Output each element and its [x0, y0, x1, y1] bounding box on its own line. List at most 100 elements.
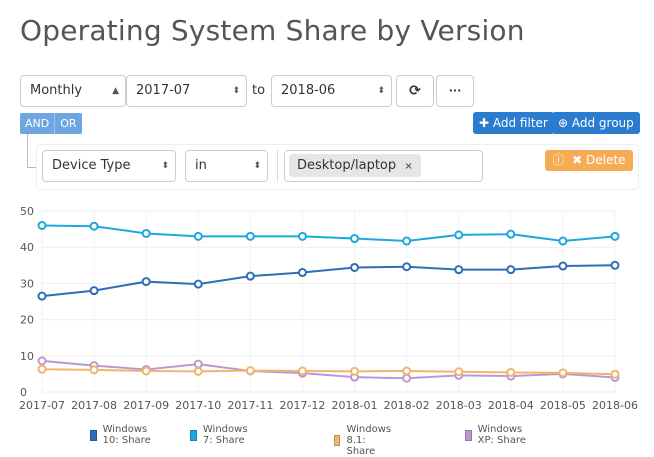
- to-select[interactable]: 2018-06 ⬍: [271, 75, 392, 107]
- data-point: [245, 231, 255, 241]
- operator-value: in: [195, 158, 207, 173]
- refresh-icon: ⟳: [409, 83, 421, 99]
- and-or-toggle: AND OR: [20, 113, 82, 134]
- x-tick-label: 2017-09: [123, 399, 169, 412]
- legend-swatch: [465, 429, 472, 441]
- data-point: [558, 261, 568, 271]
- data-point: [558, 368, 568, 378]
- refresh-button[interactable]: ⟳: [396, 75, 434, 107]
- value-tag-label: Desktop/laptop: [297, 158, 397, 173]
- legend-item[interactable]: Windows 8.1: Share: [334, 424, 396, 457]
- series-line: [41, 368, 616, 376]
- data-point: [193, 366, 203, 376]
- data-point: [454, 230, 464, 240]
- legend-item[interactable]: Windows 10: Share: [90, 424, 152, 446]
- data-point: [245, 366, 255, 376]
- add-filter-button[interactable]: ✚ Add filter: [473, 112, 554, 134]
- data-point: [610, 231, 620, 241]
- data-point: [89, 286, 99, 296]
- remove-tag-icon[interactable]: ×: [404, 161, 413, 172]
- data-point: [402, 236, 412, 246]
- info-icon: ⓘ: [552, 153, 565, 167]
- x-tick-label: 2018-02: [384, 399, 430, 412]
- page-title: Operating System Share by Version: [20, 14, 525, 47]
- x-tick-label: 2018-01: [332, 399, 378, 412]
- legend-label: Windows 8.1: Share: [346, 424, 392, 457]
- data-point: [454, 265, 464, 275]
- y-tick-label: 40: [20, 241, 34, 254]
- add-filter-label: Add filter: [492, 116, 548, 130]
- y-tick-label: 30: [20, 277, 34, 290]
- legend-swatch: [190, 429, 197, 441]
- add-group-label: Add group: [571, 116, 634, 130]
- data-point: [37, 364, 47, 374]
- data-point: [193, 279, 203, 289]
- plus-circle-icon: ⊕: [558, 116, 572, 130]
- data-point: [193, 359, 203, 369]
- data-point: [454, 367, 464, 377]
- data-point: [350, 366, 360, 376]
- data-point: [506, 367, 516, 377]
- x-tick-label: 2017-08: [71, 399, 117, 412]
- line-chart: 0 10 20 30 40 50 2017-07 2017-08 2017-09 2017-10 2…: [19, 205, 638, 412]
- x-tick-label: 2017-12: [279, 399, 325, 412]
- data-point: [506, 265, 516, 275]
- delete-label: Delete: [586, 153, 626, 167]
- data-point: [297, 366, 307, 376]
- select-arrows-icon: ⬍: [161, 161, 169, 171]
- legend-item[interactable]: Windows 7: Share: [190, 424, 252, 446]
- data-point: [141, 277, 151, 287]
- field-value: Device Type: [52, 158, 131, 173]
- data-point: [402, 366, 412, 376]
- legend-label: Windows XP: Share: [477, 424, 526, 446]
- data-point: [141, 366, 151, 376]
- data-point: [402, 373, 412, 383]
- x-tick-label: 2017-07: [19, 399, 65, 412]
- legend-item[interactable]: Windows XP: Share: [465, 424, 527, 446]
- data-point: [37, 356, 47, 366]
- data-point: [245, 271, 255, 281]
- data-point: [37, 291, 47, 301]
- to-label: to: [252, 83, 266, 98]
- delete-button[interactable]: ⓘ ✖ Delete: [545, 150, 633, 171]
- data-point: [89, 221, 99, 231]
- legend-label: Windows 7: Share: [202, 424, 248, 446]
- field-select[interactable]: Device Type ⬍: [42, 150, 176, 182]
- y-tick-label: 0: [20, 386, 27, 399]
- operator-select[interactable]: in ⬍: [185, 150, 268, 182]
- data-point: [141, 228, 151, 238]
- data-point: [350, 234, 360, 244]
- x-tick-label: 2018-06: [592, 399, 638, 412]
- interval-value: Monthly: [30, 83, 83, 98]
- data-point: [402, 262, 412, 272]
- more-button[interactable]: ···: [436, 75, 474, 107]
- series-line: [41, 264, 616, 298]
- series-line: [41, 359, 616, 380]
- interval-select[interactable]: Monthly ▲: [20, 75, 126, 107]
- x-tick-label: 2018-05: [540, 399, 586, 412]
- divider: [277, 150, 278, 182]
- from-value: 2017-07: [136, 83, 191, 98]
- data-point: [89, 365, 99, 375]
- data-point: [610, 260, 620, 270]
- data-point: [37, 220, 47, 230]
- add-group-button[interactable]: ⊕ Add group: [552, 112, 640, 134]
- select-arrows-icon: ▲: [112, 86, 119, 96]
- legend-label: Windows 10: Share: [102, 424, 151, 446]
- series-line: [41, 224, 616, 243]
- delete-x-icon: ✖: [572, 153, 583, 167]
- from-select[interactable]: 2017-07 ⬍: [126, 75, 247, 107]
- or-button[interactable]: OR: [54, 113, 81, 134]
- x-tick-label: 2018-04: [488, 399, 534, 412]
- data-point: [558, 236, 568, 246]
- and-button[interactable]: AND: [25, 117, 50, 130]
- value-input[interactable]: Desktop/laptop ×: [284, 150, 483, 182]
- select-arrows-icon: ⬍: [377, 86, 385, 96]
- to-value: 2018-06: [281, 83, 336, 98]
- plus-icon: ✚: [479, 116, 493, 130]
- y-tick-label: 50: [20, 205, 34, 218]
- data-point: [297, 268, 307, 278]
- ellipsis-icon: ···: [448, 84, 462, 97]
- y-tick-label: 20: [20, 314, 34, 327]
- data-point: [610, 369, 620, 379]
